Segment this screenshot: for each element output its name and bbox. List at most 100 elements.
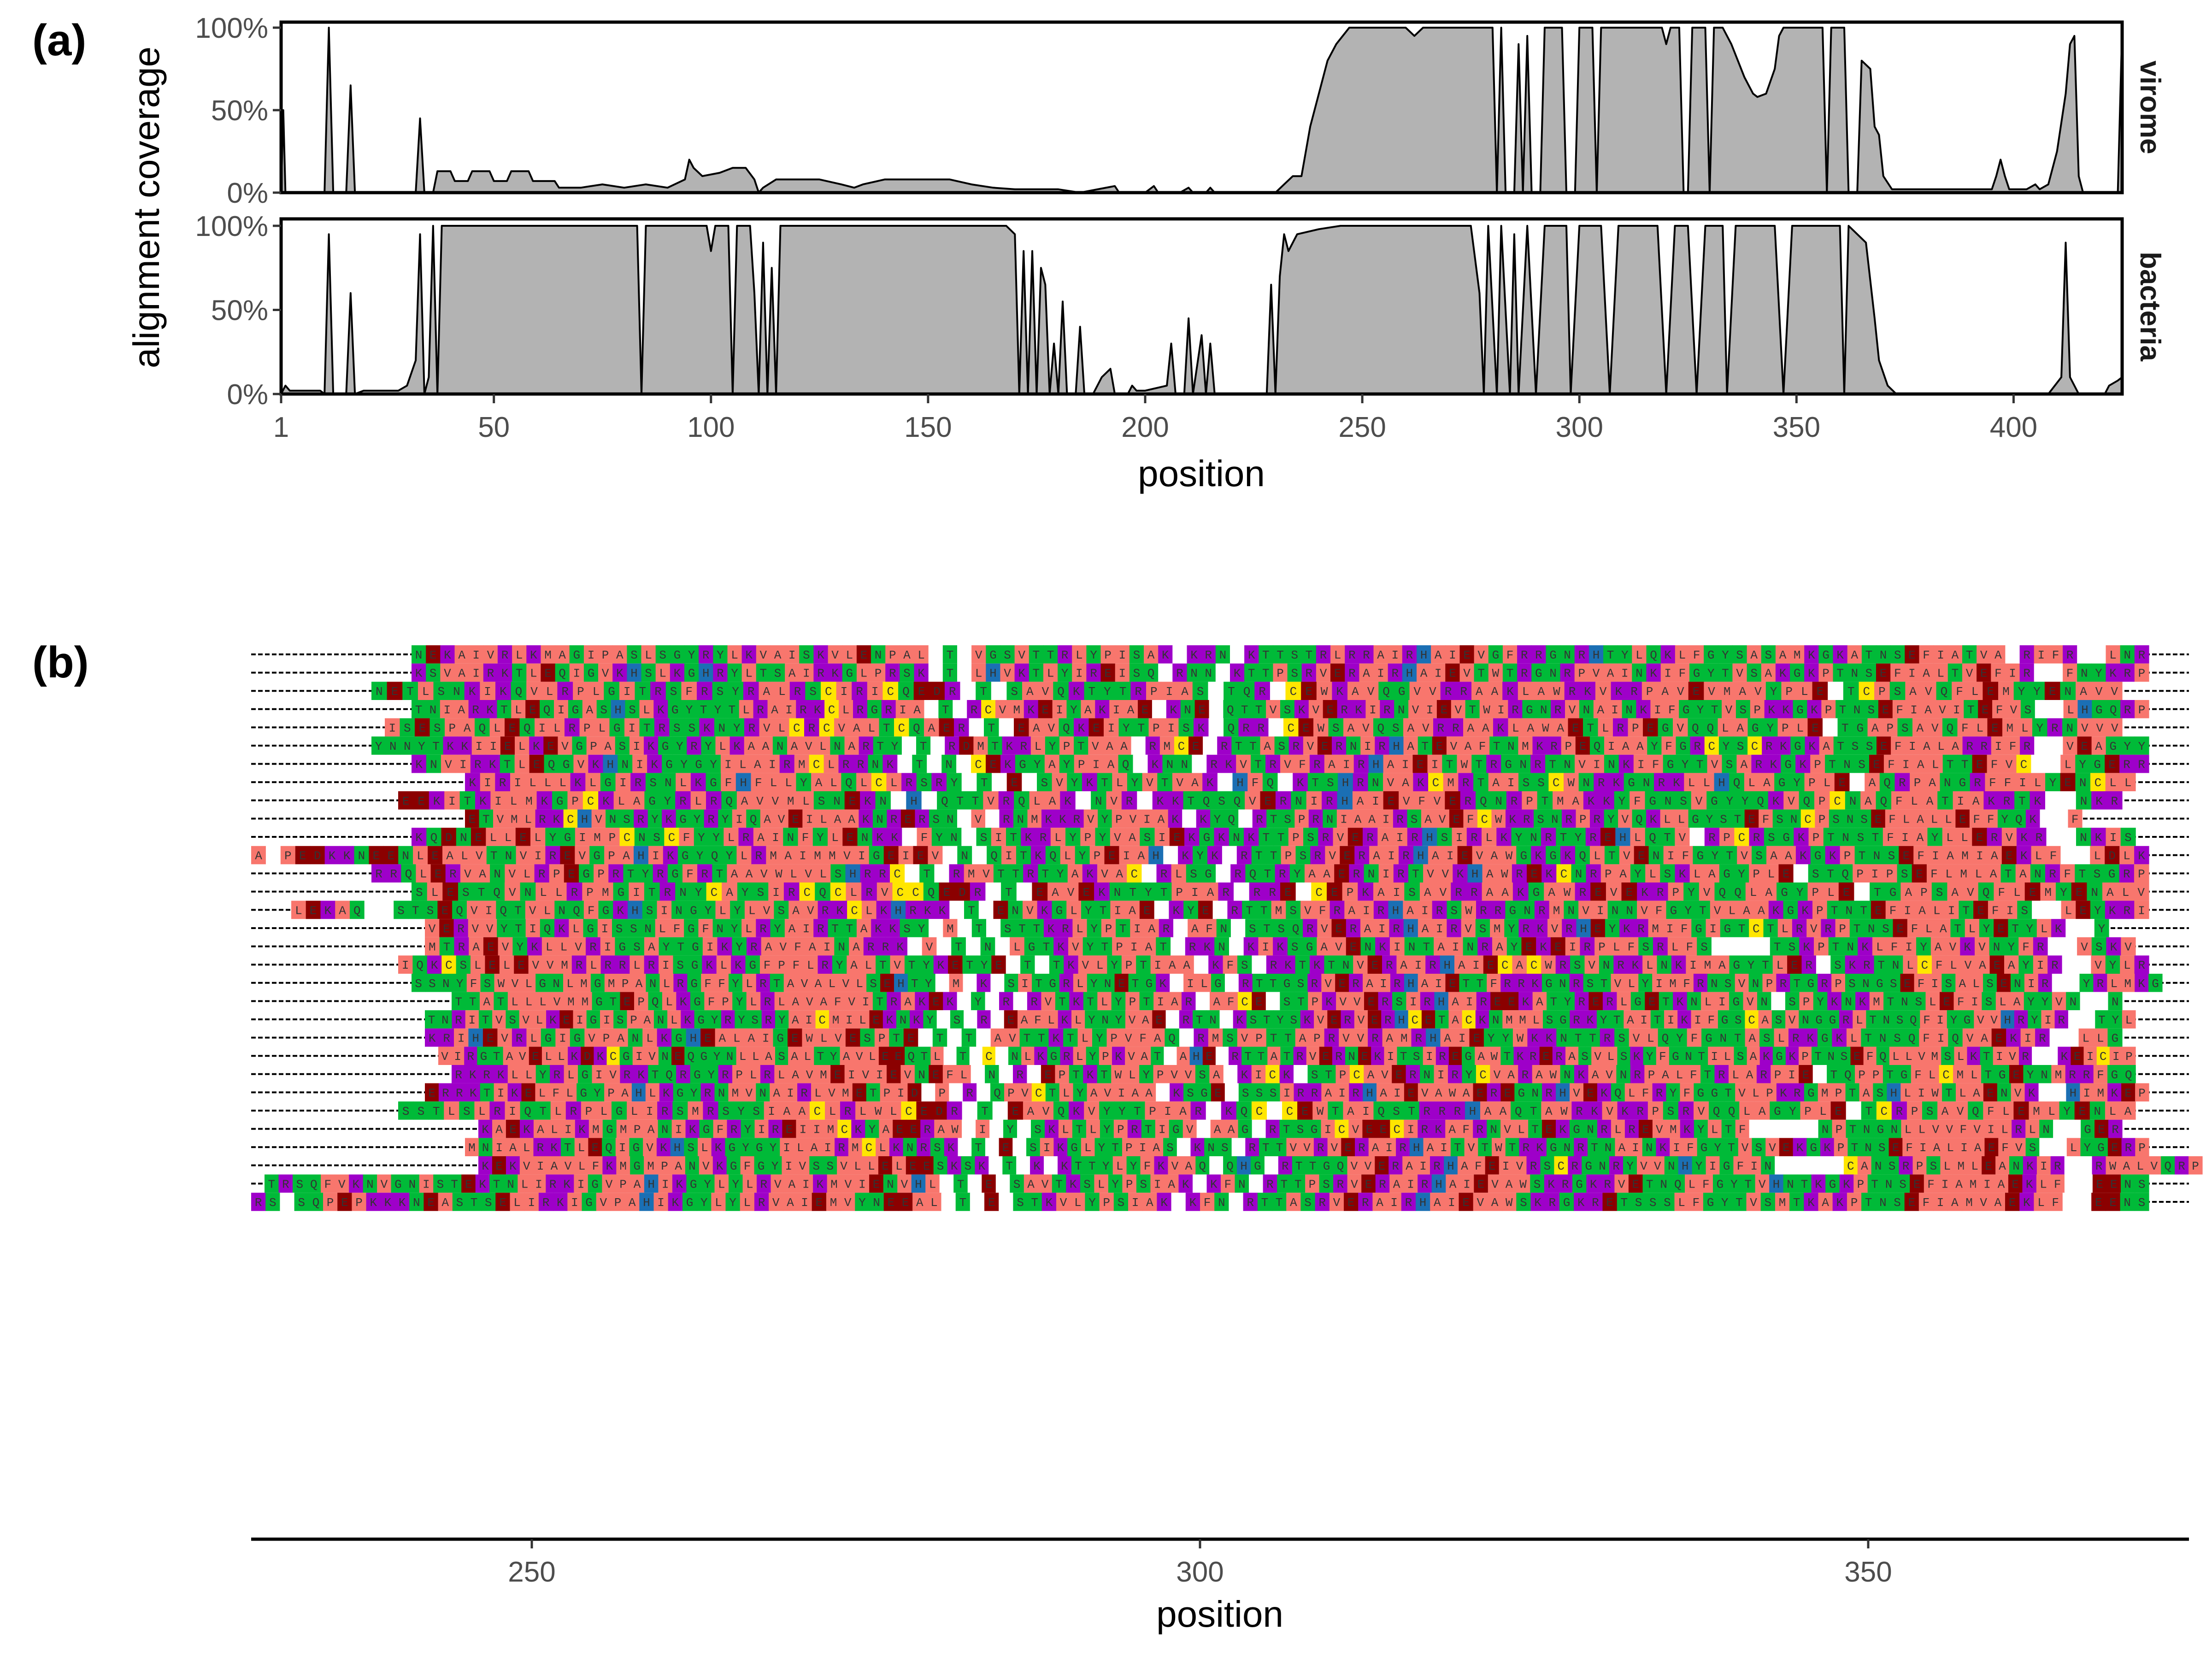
residue-letter: R — [2018, 1013, 2025, 1027]
residue-letter: A — [1264, 740, 1271, 753]
residue-letter: R — [1313, 758, 1321, 772]
residue-letter: E — [429, 648, 437, 662]
residue-letter: Y — [1079, 849, 1086, 863]
residue-letter: F — [1894, 740, 1902, 753]
virome-coverage-area — [280, 27, 2123, 194]
residue-letter: R — [568, 721, 576, 735]
residue-letter: L — [646, 1032, 653, 1046]
residue-letter: L — [1070, 904, 1077, 918]
residue-letter: K — [415, 831, 423, 845]
residue-letter: R — [909, 904, 917, 918]
residue-letter: G — [1520, 849, 1527, 863]
residue-letter: R — [1538, 904, 1546, 918]
residue-letter: K — [1077, 721, 1085, 735]
residue-letter: Y — [800, 776, 807, 790]
residue-letter: T — [1738, 922, 1746, 936]
residue-letter: Y — [1738, 867, 1745, 881]
residue-letter: R — [2051, 959, 2059, 972]
residue-letter: A — [1865, 794, 1872, 808]
residue-letter: P — [602, 648, 609, 662]
residue-letter: Q — [711, 849, 718, 863]
residue-tile — [799, 645, 814, 664]
residue-letter: N — [1530, 831, 1537, 845]
residue-letter: V — [2111, 685, 2118, 699]
residue-letter: N — [1849, 794, 1857, 808]
residue-letter: E — [1530, 867, 1538, 881]
residue-tile — [1474, 645, 1489, 664]
residue-letter: L — [720, 959, 728, 972]
residue-letter: Q — [1841, 867, 1849, 881]
residue-letter: A — [1994, 648, 2002, 662]
residue-letter: R — [1061, 648, 1069, 662]
residue-letter: A — [1158, 812, 1165, 826]
residue-letter: L — [598, 721, 606, 735]
residue-tile — [598, 645, 613, 664]
residue-letter: I — [1976, 849, 1983, 863]
residue-tile — [914, 663, 929, 682]
residue-letter: H — [849, 867, 857, 881]
residue-letter: V — [2010, 703, 2018, 717]
residue-letter: Q — [1734, 886, 1741, 900]
residue-letter: L — [1077, 977, 1084, 991]
residue-letter: A — [1917, 831, 1924, 845]
residue-letter: S — [1775, 1013, 1783, 1027]
residue-letter: G — [871, 703, 878, 717]
residue-letter: Y — [1688, 886, 1695, 900]
residue-letter: P — [1766, 977, 1773, 991]
residue-letter: G — [1683, 703, 1690, 717]
residue-tile — [1115, 645, 1130, 664]
residue-letter: S — [616, 922, 623, 936]
residue-letter: F — [1888, 812, 1896, 826]
residue-tile — [900, 663, 915, 682]
residue-letter: F — [2050, 849, 2057, 863]
residue-letter: L — [1929, 995, 1936, 1009]
residue-tile — [965, 937, 981, 956]
residue-letter: S — [1218, 794, 1225, 808]
residue-letter: T — [988, 721, 995, 735]
residue-letter: K — [1770, 758, 1777, 772]
residue-tile — [2032, 900, 2047, 919]
residue-letter: S — [1284, 703, 1291, 717]
residue-letter: I — [735, 812, 743, 826]
residue-letter: R — [499, 776, 506, 790]
residue-tile — [1144, 645, 1159, 664]
residue-letter: P — [1526, 794, 1533, 808]
residue-tile — [2063, 645, 2077, 664]
residue-letter: I — [785, 703, 793, 717]
residue-tile — [2061, 828, 2077, 846]
residue-letter: L — [518, 740, 526, 753]
residue-letter: S — [1327, 776, 1334, 790]
residue-letter: K — [1006, 740, 1013, 753]
residue-letter: I — [636, 758, 643, 772]
residue-letter: F — [1930, 867, 1938, 881]
panel-b-label: (b) — [32, 638, 89, 687]
residue-letter: M — [544, 648, 552, 662]
residue-tile — [1833, 645, 1848, 664]
residue-letter: A — [848, 812, 855, 826]
residue-letter: L — [511, 995, 518, 1009]
residue-letter: S — [397, 904, 405, 918]
residue-letter: Q — [1594, 740, 1601, 753]
residue-letter: M — [1031, 812, 1038, 826]
residue-letter: E — [1198, 703, 1206, 717]
residue-tile — [992, 773, 1007, 791]
residue-letter: A — [458, 648, 465, 662]
residue-letter: L — [828, 758, 835, 772]
residue-letter: R — [742, 831, 750, 845]
residue-tile — [1560, 663, 1575, 682]
residue-tile — [956, 754, 971, 773]
residue-tile — [2060, 846, 2076, 865]
residue-letter: K — [1509, 812, 1516, 826]
residue-letter: Y — [686, 703, 693, 717]
residue-letter: P — [889, 648, 896, 662]
residue-letter: R — [1554, 703, 1562, 717]
residue-letter: F — [702, 922, 709, 936]
residue-letter: T — [1831, 904, 1838, 918]
residue-letter: K — [329, 849, 336, 863]
residue-letter: R — [1358, 849, 1365, 863]
residue-letter: C — [825, 685, 832, 699]
residue-letter: P — [1125, 959, 1133, 972]
residue-letter: L — [860, 776, 868, 790]
residue-letter: T — [947, 667, 954, 681]
